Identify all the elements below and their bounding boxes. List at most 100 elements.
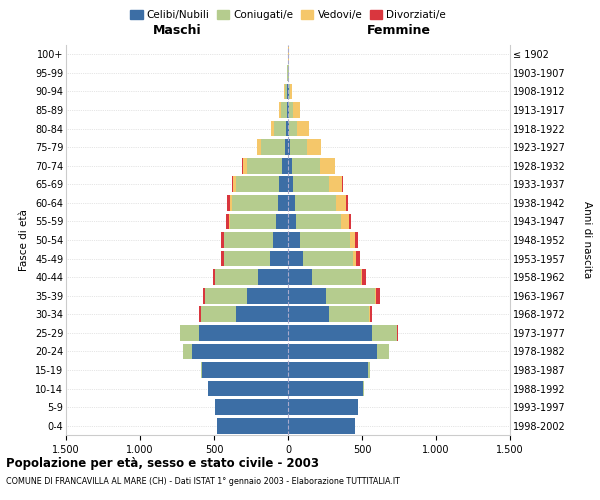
Bar xyxy=(353,250,356,266)
Bar xyxy=(288,344,377,359)
Y-axis label: Anni di nascita: Anni di nascita xyxy=(583,202,592,278)
Bar xyxy=(288,362,368,378)
Bar xyxy=(288,418,355,434)
Bar xyxy=(229,214,230,230)
Bar xyxy=(288,288,326,304)
Bar xyxy=(288,140,290,155)
Bar xyxy=(199,325,288,341)
Bar xyxy=(230,195,232,211)
Bar xyxy=(257,140,262,155)
Bar xyxy=(230,214,276,230)
Bar xyxy=(288,195,295,211)
Bar xyxy=(232,195,278,211)
Bar xyxy=(233,176,236,192)
Bar xyxy=(217,418,288,434)
Bar xyxy=(288,232,300,248)
Bar xyxy=(247,288,288,304)
Bar xyxy=(295,195,336,211)
Bar xyxy=(288,380,364,396)
Text: COMUNE DI FRANCAVILLA AL MARE (CH) - Dati ISTAT 1° gennaio 2003 - Elaborazione T: COMUNE DI FRANCAVILLA AL MARE (CH) - Dat… xyxy=(6,478,400,486)
Bar xyxy=(361,269,362,285)
Bar xyxy=(276,214,288,230)
Bar xyxy=(362,269,367,285)
Bar xyxy=(377,344,389,359)
Bar xyxy=(368,362,370,378)
Bar xyxy=(227,195,230,211)
Bar xyxy=(203,288,205,304)
Bar xyxy=(397,325,398,341)
Bar xyxy=(350,232,355,248)
Bar xyxy=(242,158,243,174)
Legend: Celibi/Nubili, Coniugati/e, Vedovi/e, Divorziati/e: Celibi/Nubili, Coniugati/e, Vedovi/e, Di… xyxy=(128,8,448,22)
Text: Popolazione per età, sesso e stato civile - 2003: Popolazione per età, sesso e stato civil… xyxy=(6,458,319,470)
Bar xyxy=(289,120,297,136)
Bar xyxy=(287,102,288,118)
Bar xyxy=(288,176,293,192)
Bar xyxy=(376,288,380,304)
Bar xyxy=(200,362,202,378)
Bar xyxy=(307,140,322,155)
Bar xyxy=(278,195,288,211)
Bar xyxy=(288,269,311,285)
Bar xyxy=(183,344,192,359)
Bar xyxy=(288,84,289,100)
Bar xyxy=(285,84,287,100)
Bar xyxy=(370,306,372,322)
Bar xyxy=(243,158,247,174)
Bar xyxy=(279,176,288,192)
Bar xyxy=(262,140,285,155)
Bar xyxy=(329,306,370,322)
Bar xyxy=(278,102,281,118)
Bar xyxy=(192,344,288,359)
Bar xyxy=(287,84,288,100)
Bar xyxy=(329,176,342,192)
Bar xyxy=(271,120,274,136)
Bar xyxy=(288,214,296,230)
Bar xyxy=(224,232,273,248)
Bar xyxy=(336,195,346,211)
Bar xyxy=(200,306,236,322)
Bar xyxy=(341,214,349,230)
Bar xyxy=(292,158,320,174)
Bar xyxy=(205,288,247,304)
Bar xyxy=(221,232,224,248)
Bar xyxy=(221,250,224,266)
Bar xyxy=(236,176,279,192)
Bar xyxy=(288,399,358,415)
Bar xyxy=(247,158,282,174)
Bar xyxy=(208,380,288,396)
Bar xyxy=(226,214,229,230)
Bar xyxy=(288,250,303,266)
Bar xyxy=(356,250,360,266)
Y-axis label: Fasce di età: Fasce di età xyxy=(19,209,29,271)
Bar xyxy=(270,250,288,266)
Bar xyxy=(199,306,200,322)
Bar xyxy=(296,214,341,230)
Bar xyxy=(288,158,292,174)
Bar xyxy=(202,362,288,378)
Bar xyxy=(274,120,286,136)
Bar xyxy=(288,325,373,341)
Bar xyxy=(290,140,307,155)
Bar xyxy=(346,195,347,211)
Bar xyxy=(326,288,376,304)
Bar xyxy=(289,102,293,118)
Bar xyxy=(286,120,288,136)
Bar xyxy=(289,84,290,100)
Bar xyxy=(180,325,199,341)
Text: Maschi: Maschi xyxy=(152,24,202,37)
Bar xyxy=(355,232,358,248)
Bar xyxy=(273,232,288,248)
Bar xyxy=(293,176,329,192)
Bar xyxy=(373,325,397,341)
Bar xyxy=(320,158,335,174)
Bar xyxy=(300,232,350,248)
Bar xyxy=(290,84,292,100)
Bar xyxy=(232,176,233,192)
Bar xyxy=(259,269,288,285)
Bar xyxy=(303,250,353,266)
Bar xyxy=(282,158,288,174)
Bar xyxy=(288,120,289,136)
Bar xyxy=(288,102,289,118)
Bar xyxy=(281,102,287,118)
